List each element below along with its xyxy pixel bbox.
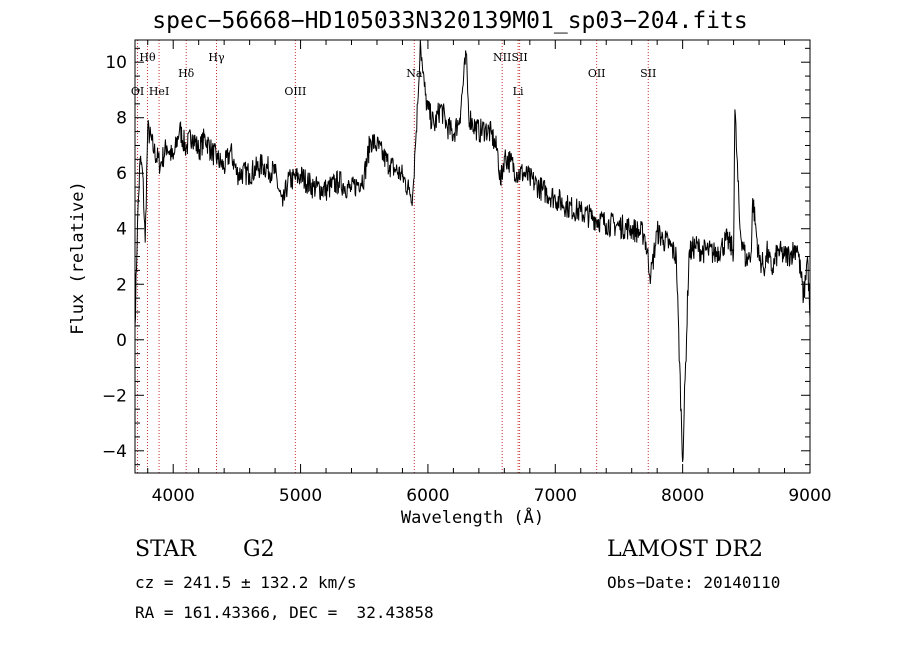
x-tick-label: 4000 (152, 486, 195, 506)
y-tick-label: 6 (116, 164, 127, 184)
line-label: OIII (284, 85, 306, 98)
object-subclass: G2 (243, 537, 275, 562)
y-tick-label: −4 (102, 442, 127, 462)
line-label: Hθ (139, 51, 156, 64)
y-tick-label: 0 (116, 331, 127, 351)
y-tick-label: 8 (116, 109, 127, 129)
line-label: OI (131, 85, 144, 98)
line-label: SII (640, 67, 656, 80)
x-tick-label: 7000 (534, 486, 577, 506)
obs-date: Obs−Date: 20140110 (607, 573, 781, 592)
chart-title: spec−56668−HD105033N320139M01_sp03−204.f… (152, 8, 748, 34)
x-tick-label: 5000 (279, 486, 322, 506)
axes: 4000 5000 6000 7000 8000 9000 −4 −2 0 2 4 6 8 10 (102, 40, 832, 506)
line-label: HeI (149, 85, 169, 98)
x-tick-label: 8000 (661, 486, 704, 506)
x-axis-label: Wavelength (Å) (400, 508, 545, 528)
line-label: Li (513, 85, 524, 98)
x-tick-label: 6000 (406, 486, 449, 506)
plot-frame (134, 39, 811, 474)
ra-dec: RA = 161.43366, DEC = 32.43858 (135, 603, 434, 622)
line-label: OII (588, 67, 606, 80)
spectrum-line (134, 39, 811, 462)
line-label: Hδ (178, 67, 195, 80)
survey-name: LAMOST DR2 (607, 537, 763, 562)
object-class: STAR (135, 537, 196, 562)
redshift-cz: cz = 241.5 ± 132.2 km/s (135, 573, 357, 592)
y-tick-label: 10 (105, 53, 127, 73)
line-label: SII (512, 51, 528, 64)
line-label: Na (406, 67, 423, 80)
y-tick-label: −2 (102, 386, 127, 406)
line-markers (137, 40, 649, 473)
y-tick-label: 4 (116, 220, 127, 240)
x-tick-label: 9000 (788, 486, 831, 506)
y-axis-label: Flux (relative) (68, 181, 88, 335)
line-label: Hγ (208, 51, 225, 64)
y-tick-label: 2 (116, 275, 127, 295)
line-label: NII (493, 51, 511, 64)
